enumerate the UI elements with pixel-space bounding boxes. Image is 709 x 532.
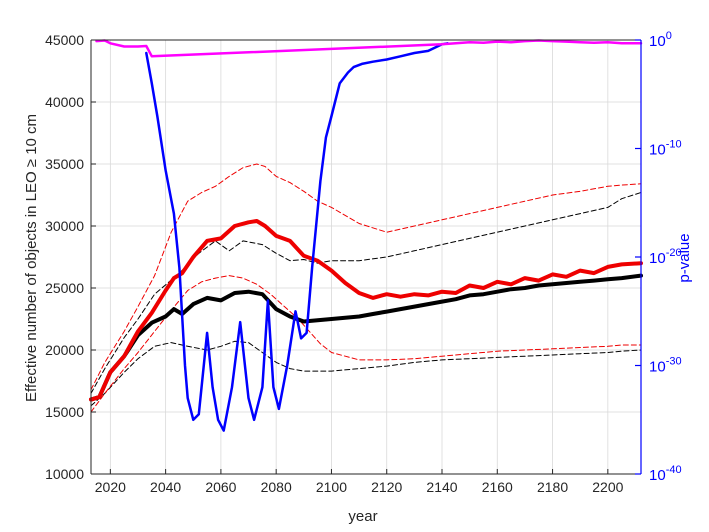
- y-tick-label-left: 30000: [45, 218, 84, 234]
- series-p-value-blue: [145, 42, 449, 432]
- y-tick-label-right: 100: [649, 30, 672, 50]
- y-tick-label-right: 10-10: [649, 139, 682, 159]
- x-tick-label: 2060: [205, 479, 236, 495]
- series-black-upper: [90, 192, 642, 394]
- axes: [90, 39, 642, 475]
- y-tick-label-left: 35000: [45, 156, 84, 172]
- x-tick-label: 2160: [482, 479, 513, 495]
- y-tick-label-left: 25000: [45, 280, 84, 296]
- y-tick-label-right: 10-40: [649, 464, 682, 484]
- y-tick-label-left: 45000: [45, 32, 84, 48]
- series-red-main: [89, 219, 643, 402]
- series-red-upper: [90, 163, 642, 391]
- y-tick-label-right: 10-20: [649, 247, 682, 267]
- y-tick-label-left: 20000: [45, 342, 84, 358]
- series-black-lower: [90, 340, 642, 407]
- x-tick-label: 2100: [316, 479, 347, 495]
- series-p-value-magenta: [95, 39, 643, 58]
- x-tick-label: 2140: [426, 479, 457, 495]
- y-tick-label-left: 10000: [45, 466, 84, 482]
- y-tick-label-left: 15000: [45, 404, 84, 420]
- x-tick-label: 2200: [592, 479, 623, 495]
- series-layer: [89, 39, 643, 432]
- x-axis-label: year: [348, 508, 377, 525]
- y-tick-label-right: 10-30: [649, 356, 682, 376]
- x-tick-label: 2080: [261, 479, 292, 495]
- x-tick-label: 2020: [95, 479, 126, 495]
- x-tick-label: 2040: [150, 479, 181, 495]
- tick-labels: 2020 2040 2060 2080 2100 2120 2140 2160 2180 2200…: [45, 30, 682, 495]
- y-axis-label-right: p-value: [676, 233, 693, 282]
- y-axis-label-left: Effective number of objects in LEO ≥ 10 …: [23, 114, 40, 402]
- y-tick-label-left: 40000: [45, 94, 84, 110]
- x-tick-label: 2180: [537, 479, 568, 495]
- x-tick-label: 2120: [371, 479, 402, 495]
- series-black-main: [89, 273, 643, 402]
